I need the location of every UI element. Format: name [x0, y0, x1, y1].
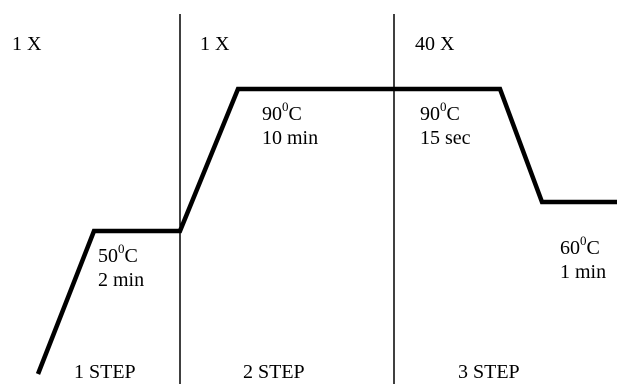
hold-2-label: 900C 10 min [262, 99, 319, 150]
phase-3-step-label: 3 STEP [458, 361, 520, 383]
hold-1-degree-sign: 0 [118, 241, 125, 257]
hold-3-duration: 15 sec [420, 127, 471, 149]
hold-3-temp-unit: C [446, 103, 460, 125]
hold-3-temp-value: 90 [420, 103, 440, 125]
temperature-profile-line [35, 86, 617, 375]
hold-2-temp-value: 90 [262, 103, 282, 125]
hold-1-label: 500C 2 min [98, 241, 145, 292]
hold-2-temp-unit: C [288, 103, 302, 125]
hold-1-duration: 2 min [98, 269, 145, 291]
phase-2-repeat-label: 1 X [200, 33, 230, 55]
hold-3-label: 900C 15 sec [420, 99, 471, 150]
phase-2-step-label: 2 STEP [243, 361, 305, 383]
phase-1-repeat-label: 1 X [12, 33, 42, 55]
phase-3-repeat-label: 40 X [415, 33, 455, 55]
hold-4-temp-value: 60 [560, 237, 580, 259]
hold-3-degree-sign: 0 [440, 99, 447, 115]
hold-4-temp-unit: C [586, 237, 600, 259]
hold-4-duration: 1 min [560, 261, 607, 283]
hold-1-temp-value: 50 [98, 245, 118, 267]
phase-1-step-label: 1 STEP [74, 361, 136, 383]
hold-1-temp-unit: C [124, 245, 138, 267]
hold-2-duration: 10 min [262, 127, 319, 149]
hold-2-degree-sign: 0 [282, 99, 289, 115]
hold-4-degree-sign: 0 [580, 233, 587, 249]
hold-4-label: 600C 1 min [560, 233, 607, 284]
